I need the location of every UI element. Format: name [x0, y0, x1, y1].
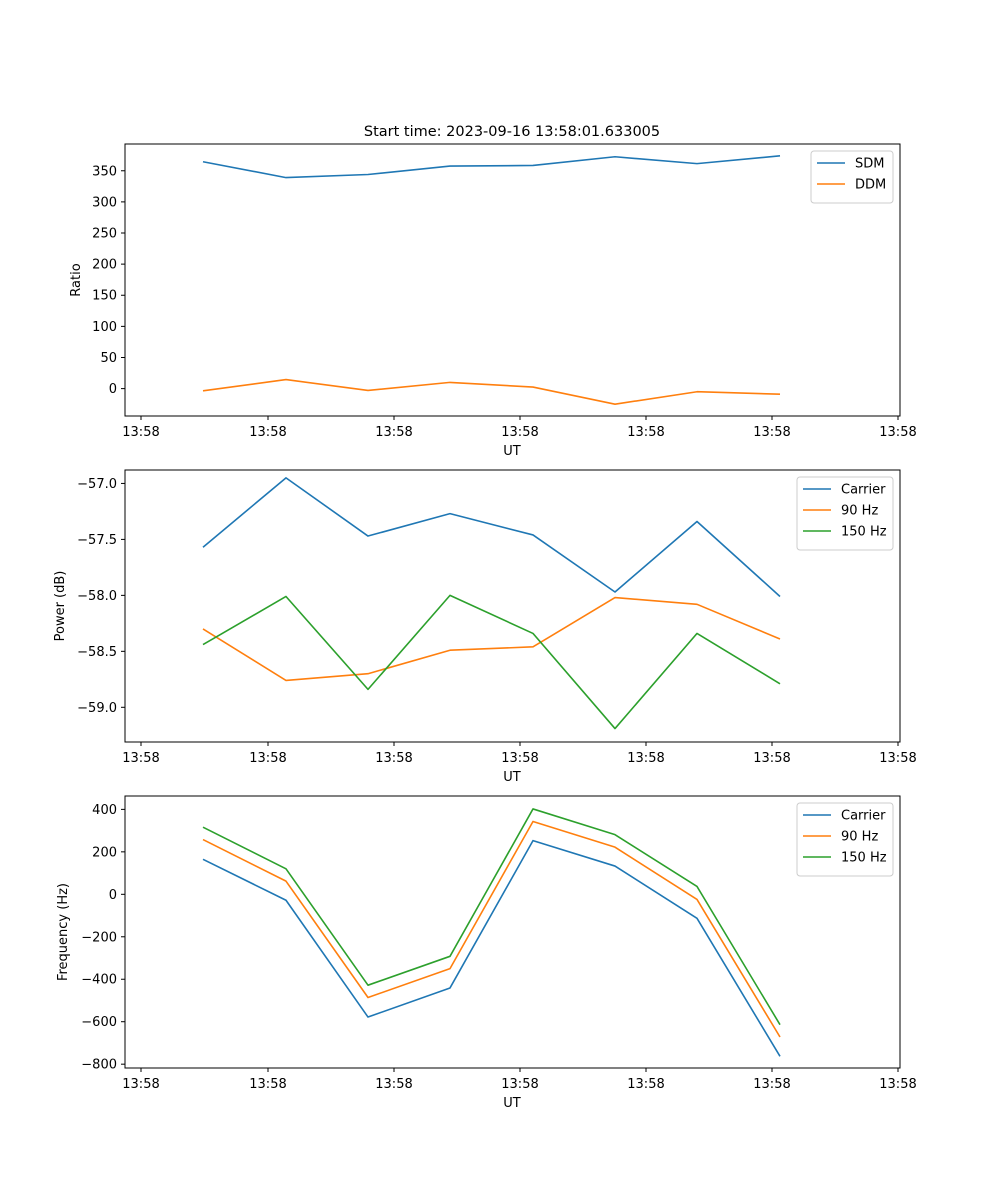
- x-tick-label: 13:58: [501, 425, 538, 440]
- x-tick-label: 13:58: [753, 425, 790, 440]
- axes-frame: [124, 795, 901, 1069]
- x-tick-label: 13:58: [122, 425, 159, 440]
- ratio-panel: 13:58 13:58 13:58 13:58 13:58 13:58 13:58 UT 0 50…: [69, 143, 917, 459]
- y-axis-label: Frequency (Hz): [56, 883, 71, 981]
- legend: Carrier 90 Hz 150 Hz: [796, 476, 894, 551]
- legend: Carrier 90 Hz 150 Hz: [796, 802, 894, 877]
- x-tick-label: 13:58: [249, 751, 286, 766]
- y-tick-label: 300: [92, 195, 117, 210]
- legend-label: Carrier: [841, 483, 886, 498]
- y-tick-label: −59.0: [77, 701, 117, 716]
- series-line-carrier: [202, 477, 781, 598]
- figure-title: Start time: 2023-09-16 13:58:01.633005: [364, 124, 660, 140]
- legend-label: 150 Hz: [841, 851, 887, 866]
- y-tick-label: 200: [92, 258, 117, 273]
- legend-label: 150 Hz: [841, 525, 887, 540]
- legend-label: 90 Hz: [841, 830, 878, 845]
- legend-label: SDM: [855, 157, 884, 172]
- legend-label: 90 Hz: [841, 504, 878, 519]
- legend-label: Carrier: [841, 809, 886, 824]
- legend-box: [810, 150, 894, 204]
- y-axis-label: Power (dB): [53, 571, 68, 642]
- x-tick-label: 13:58: [375, 1077, 412, 1092]
- x-tick-label: 13:58: [627, 425, 664, 440]
- x-tick-label: 13:58: [501, 751, 538, 766]
- y-tick-label: 0: [109, 382, 117, 397]
- axes-frame: [124, 469, 901, 743]
- y-tick-label: 100: [92, 320, 117, 335]
- y-tick-label: 150: [92, 289, 117, 304]
- x-tick-label: 13:58: [753, 751, 790, 766]
- x-tick-label: 13:58: [879, 751, 916, 766]
- x-axis-label: UT: [503, 444, 521, 459]
- series-line-90-hz: [202, 820, 781, 1038]
- x-tick-label: 13:58: [375, 751, 412, 766]
- series-line-sdm: [202, 155, 781, 179]
- y-tick-label: 50: [100, 351, 117, 366]
- legend: SDM DDM: [810, 150, 894, 204]
- x-tick-label: 13:58: [375, 425, 412, 440]
- y-tick-label: −58.5: [77, 645, 117, 660]
- y-tick-label: 0: [109, 888, 117, 903]
- axes-frame: [124, 143, 901, 417]
- x-tick-label: 13:58: [627, 1077, 664, 1092]
- series-line-150-hz: [202, 594, 781, 730]
- y-tick-label: 250: [92, 227, 117, 242]
- y-tick-label: −58.0: [77, 589, 117, 604]
- legend-label: DDM: [855, 178, 886, 193]
- series-line-150-hz: [202, 808, 781, 1026]
- y-axis-label: Ratio: [69, 263, 84, 296]
- x-tick-label: 13:58: [249, 425, 286, 440]
- x-axis-label: UT: [503, 1096, 521, 1111]
- x-tick-label: 13:58: [501, 1077, 538, 1092]
- y-tick-label: −57.5: [77, 533, 117, 548]
- x-tick-label: 13:58: [122, 751, 159, 766]
- series-line-90-hz: [202, 596, 781, 682]
- y-tick-label: −600: [81, 1015, 117, 1030]
- y-tick-label: −57.0: [77, 477, 117, 492]
- x-tick-label: 13:58: [879, 1077, 916, 1092]
- y-tick-label: 350: [92, 164, 117, 179]
- x-tick-label: 13:58: [627, 751, 664, 766]
- y-tick-label: 400: [92, 803, 117, 818]
- y-tick-label: −200: [81, 930, 117, 945]
- frequency-panel: 13:58 13:58 13:58 13:58 13:58 13:58 13:58 UT −80…: [56, 795, 917, 1111]
- x-tick-label: 13:58: [879, 425, 916, 440]
- x-axis-label: UT: [503, 770, 521, 785]
- series-line-ddm: [202, 378, 781, 405]
- series-line-carrier: [202, 839, 781, 1057]
- x-tick-label: 13:58: [249, 1077, 286, 1092]
- y-tick-label: −400: [81, 973, 117, 988]
- power-panel: 13:58 13:58 13:58 13:58 13:58 13:58 13:58 UT −59…: [53, 469, 917, 785]
- x-tick-label: 13:58: [753, 1077, 790, 1092]
- x-tick-label: 13:58: [122, 1077, 159, 1092]
- y-tick-label: 200: [92, 845, 117, 860]
- y-tick-label: −800: [81, 1058, 117, 1073]
